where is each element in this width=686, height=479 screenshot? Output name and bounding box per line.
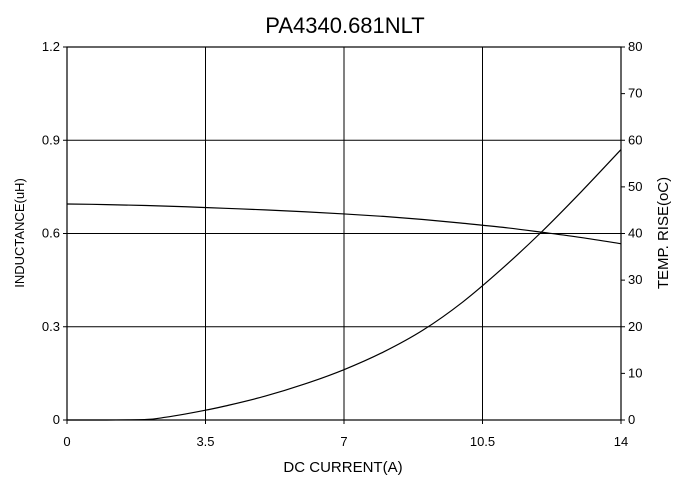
left-y-tick-label: 0.9 bbox=[42, 132, 60, 147]
x-axis-label: DC CURRENT(A) bbox=[283, 459, 402, 476]
inductance-line bbox=[66, 203, 622, 245]
left-y-axis-label: INDUCTANCE(uH) bbox=[12, 178, 27, 288]
temp-rise-line bbox=[66, 149, 622, 421]
right-y-tick-label: 10 bbox=[628, 365, 642, 380]
x-tick-label: 10.5 bbox=[470, 434, 495, 449]
right-y-tick-label: 20 bbox=[628, 319, 642, 334]
x-tick-label: 14 bbox=[614, 434, 628, 449]
gridlines bbox=[67, 47, 621, 420]
right-y-tick-label: 40 bbox=[628, 226, 642, 241]
x-tick-label: 7 bbox=[340, 434, 347, 449]
right-y-tick-label: 70 bbox=[628, 86, 642, 101]
right-y-tick-label: 0 bbox=[628, 412, 635, 427]
x-tick-label: 3.5 bbox=[196, 434, 214, 449]
left-y-axis-tick-labels: 0 0.3 0.6 0.9 1.2 bbox=[42, 39, 60, 427]
right-y-tick-label: 30 bbox=[628, 272, 642, 287]
right-y-tick-label: 50 bbox=[628, 179, 642, 194]
chart-title: PA4340.681NLT bbox=[265, 13, 424, 38]
left-y-tick-label: 1.2 bbox=[42, 39, 60, 54]
series-lines bbox=[66, 149, 622, 421]
x-axis-tick-labels: 0 3.5 7 10.5 14 bbox=[63, 434, 628, 449]
left-y-tick-label: 0.6 bbox=[42, 226, 60, 241]
left-y-tick-label: 0.3 bbox=[42, 319, 60, 334]
left-y-tick-label: 0 bbox=[53, 412, 60, 427]
right-y-axis-tick-labels: 0 10 20 30 40 50 60 70 80 bbox=[628, 39, 642, 427]
right-y-tick-label: 80 bbox=[628, 39, 642, 54]
right-y-tick-label: 60 bbox=[628, 132, 642, 147]
tick-marks bbox=[63, 46, 625, 424]
x-tick-label: 0 bbox=[63, 434, 70, 449]
right-y-axis-label: TEMP. RISE(oC) bbox=[655, 177, 672, 289]
